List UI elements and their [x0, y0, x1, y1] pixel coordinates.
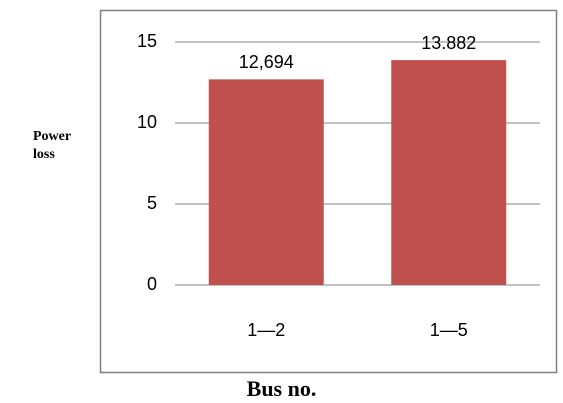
bar [391, 60, 507, 285]
data-label: 13.882 [421, 33, 476, 53]
y-tick-label: 15 [137, 31, 157, 51]
bar [208, 79, 324, 285]
y-axis-label: Power loss [33, 129, 71, 162]
x-axis-label: Bus no. [246, 376, 317, 401]
chart-border [99, 9, 558, 374]
x-tick-label: 1—2 [247, 320, 285, 340]
x-tick-label: 1—5 [430, 320, 468, 340]
y-tick-label: 0 [147, 274, 157, 294]
data-label: 12,694 [239, 52, 294, 72]
y-tick-label: 10 [137, 112, 157, 132]
y-tick-label: 5 [147, 193, 157, 213]
